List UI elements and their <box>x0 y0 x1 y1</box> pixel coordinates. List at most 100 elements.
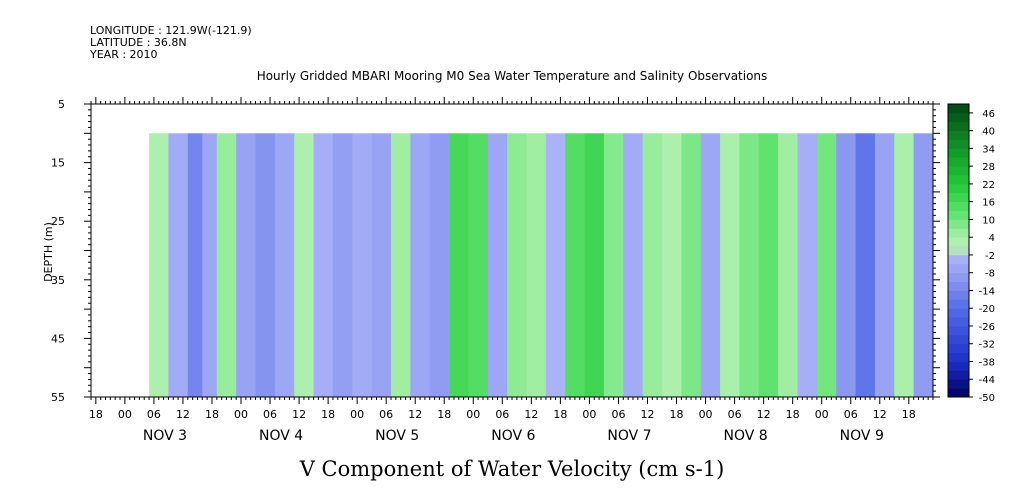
y-tick-label: 15 <box>51 157 65 170</box>
colorbar-swatch <box>948 290 969 300</box>
x-day-label: NOV 5 <box>375 428 419 444</box>
x-tick-label: 12 <box>873 408 887 421</box>
heatmap-cell <box>894 133 915 397</box>
heatmap-cell <box>913 133 933 397</box>
colorbar-swatch <box>948 325 969 336</box>
heatmap-cell <box>720 133 741 397</box>
colorbar-tick-label: 4 <box>989 233 995 244</box>
colorbar-tick-label: 22 <box>982 180 995 191</box>
x-axis-label: V Component of Water Velocity (cm s-1) <box>299 457 725 481</box>
x-tick-label: 18 <box>89 408 103 421</box>
x-tick-label: 18 <box>205 408 219 421</box>
colorbar-swatch <box>948 361 969 371</box>
heatmap-cell <box>236 133 257 397</box>
colorbar-tick-label: -26 <box>979 322 995 333</box>
x-day-label: NOV 9 <box>840 428 884 444</box>
x-tick-label: 00 <box>234 408 248 421</box>
x-tick-label: 12 <box>640 408 654 421</box>
heatmap-cell <box>371 133 392 397</box>
y-tick-label: 25 <box>51 215 65 228</box>
colorbar-tick-label: -38 <box>979 357 995 368</box>
heatmap-cell <box>797 133 818 397</box>
x-tick-label: 12 <box>757 408 771 421</box>
x-tick-label: 06 <box>495 408 509 421</box>
heatmap-cell <box>758 133 779 397</box>
heatmap-cell <box>584 133 605 397</box>
heatmap-cell <box>468 133 489 397</box>
x-tick-label: 18 <box>437 408 451 421</box>
colorbar-swatch <box>948 388 969 398</box>
heatmap-cell <box>526 133 547 397</box>
x-axis: 18 00 06 12 18 00 06 12 18 00 06 12 18 00 06 12 18 00 06 12… <box>89 97 934 444</box>
x-day-label: NOV 4 <box>259 428 303 444</box>
colorbar-swatch <box>948 130 969 140</box>
x-tick-label: 00 <box>699 408 713 421</box>
colorbar-tick-label: 16 <box>982 198 995 209</box>
colorbar-tick-label: 34 <box>982 144 995 155</box>
x-day-label: NOV 8 <box>724 428 768 444</box>
heatmap-cell <box>294 133 315 397</box>
y-axis-label: DEPTH (m) <box>42 222 55 282</box>
colorbar-swatch <box>948 192 969 203</box>
heatmap-cell <box>255 133 276 397</box>
longitude-label: LONGITUDE : 121.9W(-121.9) <box>90 24 252 37</box>
x-tick-label: 06 <box>611 408 625 421</box>
heatmap-cell <box>623 133 644 397</box>
heatmap-cell <box>410 133 431 397</box>
colorbar-swatch <box>948 148 969 158</box>
x-tick-label: 12 <box>292 408 306 421</box>
heatmap-cell <box>507 133 528 397</box>
colorbar-swatch <box>948 352 969 362</box>
x-tick-label: 12 <box>408 408 422 421</box>
colorbar-swatch <box>948 175 969 185</box>
colorbar-swatch <box>948 201 969 211</box>
heatmap-cell <box>816 133 837 397</box>
colorbar-swatch <box>948 299 969 309</box>
heatmap-cell <box>429 133 450 397</box>
heatmap-cell <box>391 133 411 397</box>
colorbar-swatch <box>948 272 969 282</box>
colorbar-tick-label: 28 <box>982 162 995 173</box>
colorbar-tick-label: -14 <box>979 286 995 297</box>
colorbar-swatch <box>948 157 969 167</box>
x-tick-label: 06 <box>844 408 858 421</box>
y-axis: 5 15 25 35 45 55 <box>51 98 940 404</box>
colorbar-tick-label: -2 <box>985 251 995 262</box>
heatmap-cell <box>700 133 721 397</box>
colorbar-tick-label: 46 <box>982 109 995 120</box>
x-tick-label: 06 <box>147 408 161 421</box>
heatmap-cell <box>202 133 218 397</box>
colorbar-swatch <box>948 334 969 345</box>
colorbar-swatch <box>948 370 969 380</box>
x-tick-label: 06 <box>728 408 742 421</box>
x-tick-label: 12 <box>176 408 190 421</box>
y-tick-label: 5 <box>58 98 65 111</box>
heatmap-cell <box>332 133 353 397</box>
heatmap-cell <box>855 133 876 397</box>
heatmap-cell <box>449 133 470 397</box>
colorbar-swatch <box>948 104 969 114</box>
colorbar-swatch <box>948 379 969 389</box>
colorbar-swatch <box>948 254 969 265</box>
x-tick-label: 12 <box>524 408 538 421</box>
chart-title: Hourly Gridded MBARI Mooring M0 Sea Wate… <box>257 69 768 83</box>
year-label: YEAR : 2010 <box>90 48 158 61</box>
heatmap-cell <box>662 133 682 397</box>
heatmap-cell <box>313 133 334 397</box>
colorbar-tick-label: 10 <box>982 215 995 226</box>
colorbar-swatch <box>948 317 969 327</box>
colorbar-tick-label: -44 <box>979 375 995 386</box>
colorbar-tick-label: -50 <box>979 393 995 404</box>
heatmap-cell <box>642 133 663 397</box>
heatmap-cell <box>603 133 624 397</box>
colorbar-swatch <box>948 166 969 176</box>
heatmap-cell <box>681 133 702 397</box>
latitude-label: LATITUDE : 36.8N <box>90 36 187 49</box>
heatmap-cell <box>149 133 170 397</box>
heatmap-cell <box>274 133 295 397</box>
colorbar-swatch <box>948 246 969 256</box>
x-tick-label: 06 <box>263 408 277 421</box>
colorbar-swatch <box>948 139 969 149</box>
colorbar-swatch <box>948 112 969 123</box>
